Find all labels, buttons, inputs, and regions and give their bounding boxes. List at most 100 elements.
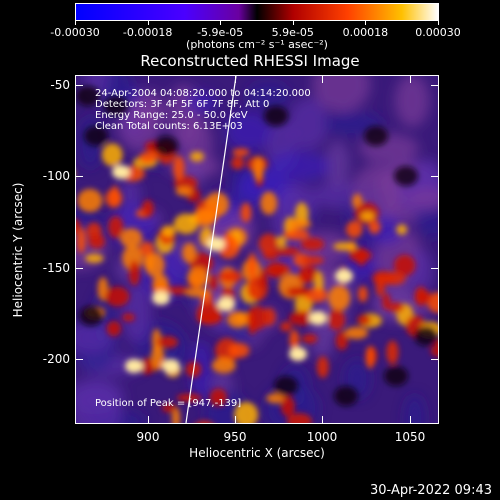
image-blob: [175, 186, 193, 196]
image-blob: [358, 285, 368, 303]
rhessi-image: 24-Apr-2004 04:08:20.000 to 04:14:20.000…: [75, 75, 439, 424]
plot-title: Reconstructed RHESSI Image: [140, 52, 360, 70]
axis-tick: [410, 416, 411, 424]
image-blob: [288, 310, 314, 326]
image-blob: [280, 321, 292, 332]
axis-tick: [235, 75, 236, 83]
image-blob: [218, 270, 242, 283]
axis-tick: [431, 359, 439, 360]
image-blob: [344, 326, 369, 340]
image-blob: [394, 254, 416, 276]
colorbar-tick: [438, 21, 439, 25]
image-blob: [258, 269, 268, 291]
image-peak-blob: [162, 359, 180, 373]
image-peak-blob: [289, 347, 307, 361]
image-blob: [267, 151, 331, 182]
image-peak-blob: [335, 269, 353, 283]
image-blob: [108, 216, 124, 239]
y-axis-label: Heliocentric Y (arcsec): [11, 182, 25, 318]
axis-tick: [431, 268, 439, 269]
image-blob: [382, 293, 391, 310]
colorbar-tick: [147, 21, 149, 25]
image-blob: [161, 403, 176, 413]
image-blob: [266, 262, 286, 278]
image-peak-blob: [152, 291, 170, 305]
image-blob: [283, 228, 310, 240]
axis-tick: [431, 176, 439, 177]
image-blob: [299, 265, 318, 283]
image-blob: [186, 91, 218, 113]
image-blob: [119, 177, 141, 210]
image-blob: [184, 287, 211, 298]
image-blob: [253, 156, 264, 181]
colorbar-units: (photons cm⁻² s⁻¹ asec⁻²): [186, 38, 328, 51]
axis-tick: [148, 75, 149, 83]
axis-tick: [75, 176, 83, 177]
image-blob: [161, 225, 176, 237]
ytick-label: -150: [42, 261, 70, 275]
image-blob: [375, 271, 386, 297]
image-blob: [240, 202, 252, 223]
image-blob: [357, 314, 372, 326]
image-blob: [141, 199, 154, 217]
image-blob: [225, 111, 271, 151]
axis-tick: [75, 85, 83, 86]
axis-tick: [148, 416, 149, 424]
x-axis-label: Heliocentric X (arcsec): [189, 446, 325, 460]
image-blob: [119, 228, 143, 248]
image-blob: [407, 187, 438, 211]
timestamp: 30-Apr-2022 09:43: [370, 483, 492, 498]
image-blob: [209, 388, 227, 407]
axis-tick: [410, 75, 411, 83]
colorbar-tick: [220, 21, 222, 25]
image-blob: [110, 185, 119, 207]
image-blob: [215, 338, 239, 364]
peak-position-text: Position of Peak = [947,-139]: [95, 398, 242, 409]
image-blob: [328, 309, 346, 331]
image-blob: [247, 252, 257, 279]
colorbar-tick-label: -5.9e-05: [197, 26, 244, 39]
image-blob: [360, 211, 375, 221]
colorbar-tick-label: 0.00030: [415, 26, 461, 39]
image-blob: [368, 220, 381, 234]
image-blob: [288, 97, 329, 150]
image-blob: [77, 188, 103, 213]
image-dark-blob: [154, 136, 178, 156]
ytick-label: -200: [42, 352, 70, 366]
image-peak-blob: [207, 237, 225, 251]
image-blob: [312, 76, 371, 113]
xtick-label: 950: [223, 430, 247, 444]
image-blob: [324, 140, 350, 188]
image-dark-blob: [334, 386, 358, 406]
image-blob: [316, 356, 329, 378]
image-blob: [211, 357, 236, 374]
axis-tick: [75, 268, 83, 269]
image-dark-blob: [84, 126, 108, 146]
image-blob: [383, 272, 406, 285]
image-dark-blob: [274, 376, 298, 396]
colorbar-tick: [75, 21, 76, 25]
image-blob: [286, 286, 311, 297]
image-blob: [414, 290, 432, 304]
image-blob: [150, 344, 165, 371]
image-blob: [187, 266, 209, 288]
image-blob: [286, 413, 313, 423]
image-blob: [196, 420, 213, 423]
image-dark-blob: [104, 96, 128, 116]
image-blob: [300, 255, 325, 265]
image-peak-blob: [309, 311, 327, 325]
axis-tick: [235, 416, 236, 424]
colorbar-tick: [365, 21, 367, 25]
colorbar-tick-label: -0.00018: [122, 26, 173, 39]
image-blob: [274, 246, 301, 256]
image-blob: [192, 208, 217, 227]
image-blob: [396, 224, 408, 235]
image-blob: [152, 273, 169, 295]
colorbar-tick-label: 0.00018: [342, 26, 389, 39]
image-blob: [76, 321, 114, 354]
image-blob: [328, 285, 351, 311]
colorbar: [75, 3, 439, 21]
image-blob: [300, 237, 325, 251]
image-blob: [356, 247, 367, 266]
image-blob: [85, 253, 104, 263]
